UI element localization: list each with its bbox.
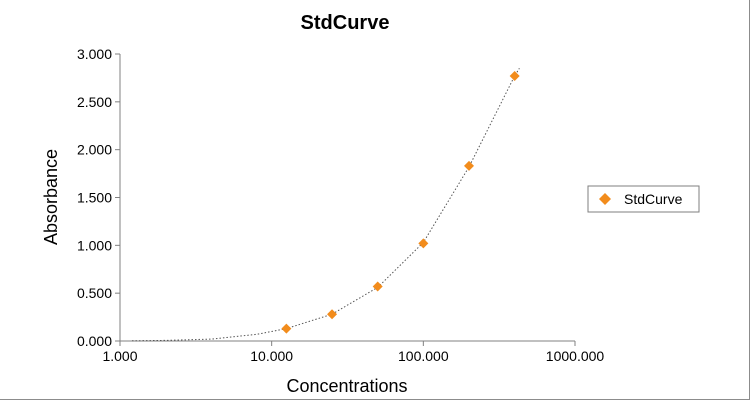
data-point bbox=[418, 238, 429, 249]
x-tick-label: 10.000 bbox=[250, 348, 293, 364]
y-tick-label: 1.000 bbox=[77, 237, 112, 253]
legend-marker-stdcurve bbox=[599, 193, 611, 205]
trendline bbox=[131, 68, 520, 342]
x-ticks: 1.000 10.000 100.000 1000.000 bbox=[102, 341, 604, 364]
data-point bbox=[372, 281, 383, 292]
data-point bbox=[281, 323, 292, 334]
data-points bbox=[281, 71, 520, 334]
legend: StdCurve bbox=[587, 185, 700, 213]
legend-entry-stdcurve: StdCurve bbox=[624, 191, 683, 207]
data-point bbox=[509, 71, 520, 82]
x-tick-label: 1000.000 bbox=[546, 348, 605, 364]
data-point bbox=[463, 160, 474, 171]
x-axis-label: Concentrations bbox=[286, 376, 407, 396]
y-tick-label: 1.500 bbox=[77, 190, 112, 206]
y-ticks: 0.000 0.500 1.000 1.500 2.000 2.500 3.000 bbox=[77, 46, 120, 349]
axes bbox=[119, 54, 575, 342]
data-point bbox=[327, 309, 338, 320]
y-tick-label: 3.000 bbox=[77, 46, 112, 62]
y-tick-label: 2.500 bbox=[77, 94, 112, 110]
x-tick-label: 100.000 bbox=[398, 348, 449, 364]
x-tick-label: 1.000 bbox=[102, 348, 137, 364]
y-tick-label: 2.000 bbox=[77, 142, 112, 158]
chart-title: StdCurve bbox=[301, 12, 390, 34]
y-tick-label: 0.500 bbox=[77, 285, 112, 301]
y-tick-label: 0.000 bbox=[77, 333, 112, 349]
y-axis-label: Absorbance bbox=[41, 149, 61, 245]
